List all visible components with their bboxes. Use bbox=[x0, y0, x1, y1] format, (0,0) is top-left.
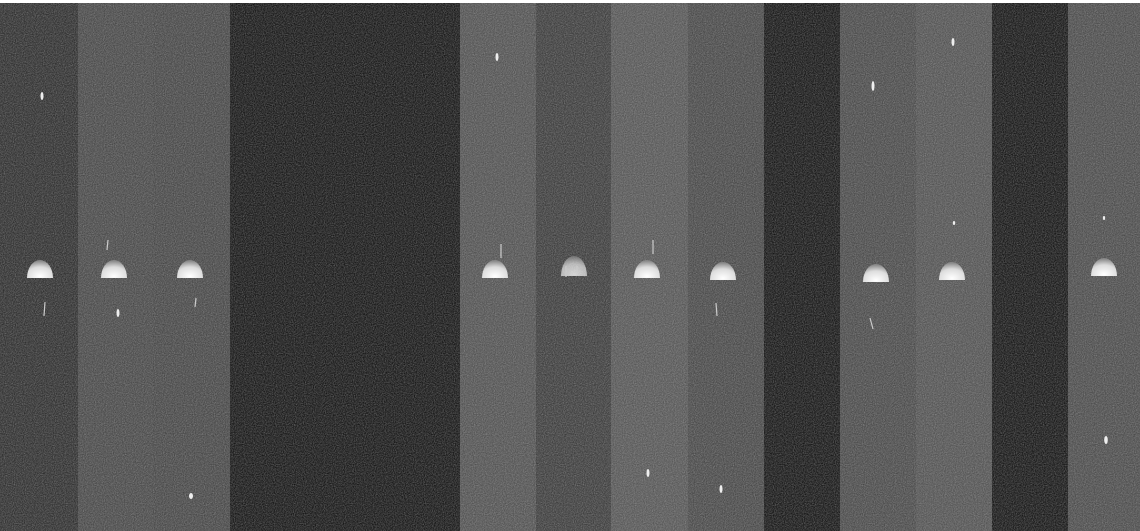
speck bbox=[953, 221, 955, 225]
radar-image bbox=[0, 0, 1140, 531]
speck bbox=[1103, 216, 1105, 220]
speck bbox=[720, 485, 723, 493]
speck bbox=[41, 92, 44, 100]
strip bbox=[764, 0, 840, 531]
speck bbox=[189, 493, 193, 499]
speck bbox=[872, 81, 875, 91]
page bbox=[0, 0, 1140, 531]
strip bbox=[230, 0, 460, 531]
strip bbox=[992, 0, 1068, 531]
speck bbox=[117, 309, 120, 317]
speck bbox=[1104, 436, 1108, 444]
speck bbox=[496, 53, 499, 61]
speck bbox=[647, 469, 650, 477]
speck bbox=[952, 38, 955, 46]
